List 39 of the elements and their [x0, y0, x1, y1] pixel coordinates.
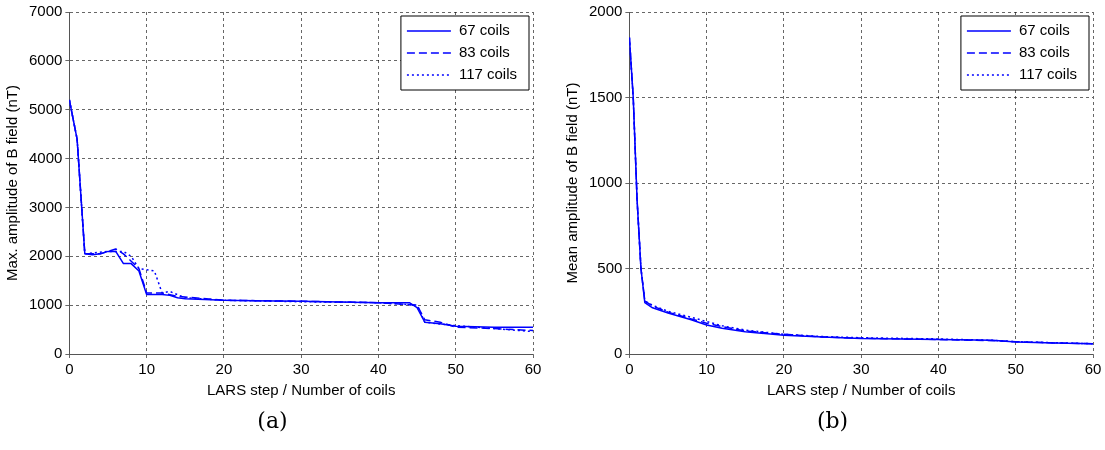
- x-tick-label: 0: [65, 360, 74, 378]
- x-tick-label: 10: [698, 360, 715, 378]
- y-tick-label: 2000: [28, 246, 63, 264]
- y-tick-label: 6000: [28, 51, 63, 68]
- x-axis-title: LARS step / Number of coils: [766, 381, 956, 399]
- x-axis-title: LARS step / Number of coils: [206, 381, 396, 399]
- x-tick-label: 40: [370, 360, 387, 378]
- x-tick-label: 20: [775, 360, 793, 378]
- x-tick-label: 10: [138, 360, 155, 378]
- x-tick-label: 50: [1007, 360, 1025, 378]
- y-tick-label: 3000: [28, 197, 63, 215]
- x-tick-label: 60: [1084, 360, 1102, 378]
- text: (a): [256, 408, 289, 433]
- y-tick-label: 0: [54, 344, 63, 362]
- x-tick-label: 40: [930, 360, 947, 378]
- legend-label: 83 coils: [1018, 43, 1070, 61]
- x-tick-label: 0: [625, 360, 634, 378]
- x-tick-label: 50: [447, 360, 465, 378]
- y-tick-label: 2000: [588, 2, 623, 20]
- legend-label: 67 coils: [458, 21, 510, 39]
- text: (b): [815, 408, 850, 433]
- legend-label: 117 coils: [458, 65, 518, 83]
- y-tick-label: 4000: [28, 148, 63, 166]
- y-tick-label: 7000: [28, 2, 63, 20]
- y-tick-label: 5000: [28, 99, 63, 117]
- y-axis-title: Mean amplitude of B field (nT): [563, 82, 581, 284]
- x-tick-label: 30: [292, 360, 310, 378]
- y-tick-label: 1000: [28, 295, 63, 313]
- x-tick-label: 20: [215, 360, 233, 378]
- legend-label: 117 coils: [1018, 65, 1078, 83]
- x-tick-label: 60: [524, 360, 542, 378]
- legend-label: 83 coils: [458, 43, 510, 61]
- y-tick-label: 0: [614, 344, 623, 362]
- legend-label: 67 coils: [1018, 21, 1070, 39]
- y-tick-label: 1000: [588, 173, 623, 191]
- y-tick-label: 500: [597, 258, 623, 276]
- x-tick-label: 30: [852, 360, 870, 378]
- y-tick-label: 1500: [588, 87, 623, 105]
- y-axis-title: Max. amplitude of B field (nT): [3, 85, 21, 281]
